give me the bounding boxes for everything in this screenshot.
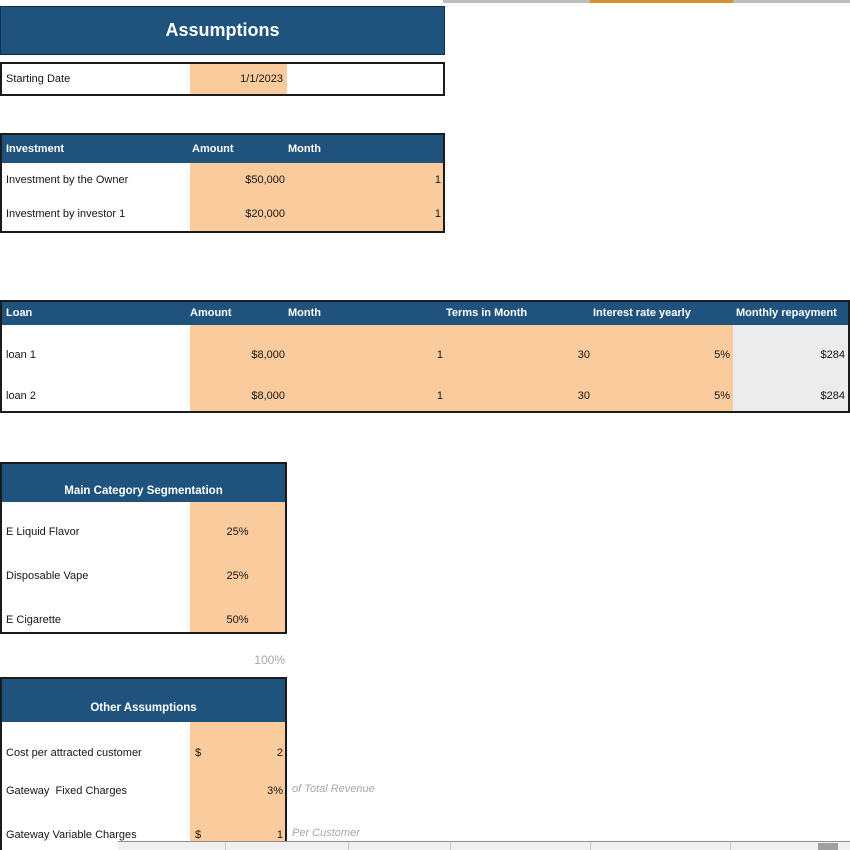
- loan-calculated-area: [733, 325, 848, 411]
- segment-share-cell[interactable]: 25%: [226, 526, 249, 538]
- starting-date-value[interactable]: 1/1/2023: [240, 73, 283, 85]
- assumption-note: Per Customer: [292, 827, 360, 839]
- table-row: Investment by investor 1 $20,000 1: [2, 197, 443, 231]
- segment-label: Disposable Vape: [6, 570, 89, 582]
- segment-label: E Cigarette: [6, 614, 62, 626]
- col-header-month: Month: [288, 307, 321, 319]
- col-header-investment: Investment: [6, 143, 65, 155]
- loan-month-cell[interactable]: 1: [436, 390, 443, 402]
- currency-symbol: $: [195, 747, 202, 759]
- col-header-month: Month: [288, 143, 321, 155]
- segment-share-cell[interactable]: 50%: [226, 614, 249, 626]
- other-assumptions-input-area: [190, 722, 285, 848]
- table-row: Investment by the Owner $50,000 1: [2, 163, 443, 197]
- segmentation-table: Main Category Segmentation E Liquid Flav…: [0, 462, 287, 634]
- loan-monthly-repayment-cell: $284: [820, 349, 845, 361]
- investment-amount-cell[interactable]: $50,000: [245, 174, 285, 186]
- segmentation-input-area: [190, 502, 285, 632]
- segmentation-table-header: Main Category Segmentation: [2, 464, 285, 502]
- assumption-label: Gateway Fixed Charges: [6, 785, 128, 797]
- loan-table-header: Loan Amount Month Terms in Month Interes…: [2, 302, 848, 325]
- col-header-monthly-repayment: Monthly repayment: [736, 307, 837, 319]
- assumption-label: Cost per attracted customer: [6, 747, 142, 759]
- investment-amount-cell[interactable]: $20,000: [245, 208, 285, 220]
- loan-amount-cell[interactable]: $8,000: [251, 349, 285, 361]
- col-header-amount: Amount: [192, 143, 234, 155]
- loan-month-cell[interactable]: 1: [436, 349, 443, 361]
- loan-row-label: loan 2: [6, 390, 36, 402]
- loan-interest-rate-cell[interactable]: 5%: [714, 390, 730, 402]
- table-row: loan 2 $8,000 1 30 5% $284: [2, 375, 848, 417]
- table-row: Gateway Fixed Charges 3%: [2, 772, 285, 810]
- other-assumptions-header: Other Assumptions: [2, 679, 285, 722]
- investment-table: Investment Amount Month Investment by th…: [0, 133, 445, 233]
- investment-input-area: [190, 163, 443, 231]
- loan-row-label: loan 1: [6, 349, 36, 361]
- loan-interest-rate-cell[interactable]: 5%: [714, 349, 730, 361]
- segment-share-cell[interactable]: 25%: [226, 570, 249, 582]
- table-row: loan 1 $8,000 1 30 5% $284: [2, 330, 848, 380]
- assumption-label: Gateway Variable Charges: [6, 829, 137, 841]
- loan-monthly-repayment-cell: $284: [820, 390, 845, 402]
- loan-amount-cell[interactable]: $8,000: [251, 390, 285, 402]
- hscrollbar-thumb[interactable]: [818, 843, 838, 850]
- table-row: Cost per attracted customer $ 2: [2, 736, 285, 770]
- table-row: E Cigarette 50%: [2, 598, 285, 642]
- assumption-value-cell[interactable]: 3%: [267, 785, 283, 797]
- starting-date-label: Starting Date: [6, 73, 71, 85]
- segmentation-title: Main Category Segmentation: [64, 485, 223, 497]
- col-header-amount: Amount: [190, 307, 232, 319]
- loan-terms-cell[interactable]: 30: [577, 349, 590, 361]
- scrollbar-divider: [590, 842, 591, 850]
- col-header-loan: Loan: [6, 307, 33, 319]
- investment-row-label: Investment by investor 1: [6, 208, 126, 220]
- assumption-value-cell[interactable]: 2: [276, 747, 283, 759]
- investment-row-label: Investment by the Owner: [6, 174, 129, 186]
- other-assumptions-table: Other Assumptions Cost per attracted cus…: [0, 677, 287, 850]
- horizontal-scrollbar[interactable]: [118, 841, 850, 850]
- segmentation-total: 100%: [254, 653, 285, 667]
- col-header-interest-rate: Interest rate yearly: [593, 307, 691, 319]
- table-row: Gateway Variable Charges $ 1: [2, 816, 285, 850]
- investment-month-cell[interactable]: 1: [434, 208, 441, 220]
- scrollbar-divider: [730, 842, 731, 850]
- assumption-note: of Total Revenue: [292, 783, 375, 795]
- starting-date-input-cell[interactable]: [190, 64, 287, 94]
- page-title: Assumptions: [165, 20, 280, 40]
- other-assumptions-title: Other Assumptions: [90, 702, 197, 714]
- loan-table: Loan Amount Month Terms in Month Interes…: [0, 300, 850, 413]
- table-row: E Liquid Flavor 25%: [2, 510, 285, 554]
- loan-terms-cell[interactable]: 30: [577, 390, 590, 402]
- assumption-value-cell[interactable]: 1: [276, 829, 283, 841]
- assumptions-title-bar: Assumptions: [0, 6, 445, 55]
- top-progress-segment: [590, 0, 733, 3]
- scrollbar-divider: [348, 842, 349, 850]
- currency-symbol: $: [195, 829, 202, 841]
- scrollbar-divider: [225, 842, 226, 850]
- starting-date-row: Starting Date 1/1/2023: [0, 62, 445, 96]
- investment-month-cell[interactable]: 1: [434, 174, 441, 186]
- table-row: Disposable Vape 25%: [2, 554, 285, 598]
- segment-label: E Liquid Flavor: [6, 526, 80, 538]
- col-header-terms: Terms in Month: [446, 307, 528, 319]
- investment-table-header: Investment Amount Month: [2, 135, 443, 163]
- loan-input-area: [190, 325, 733, 411]
- scrollbar-divider: [450, 842, 451, 850]
